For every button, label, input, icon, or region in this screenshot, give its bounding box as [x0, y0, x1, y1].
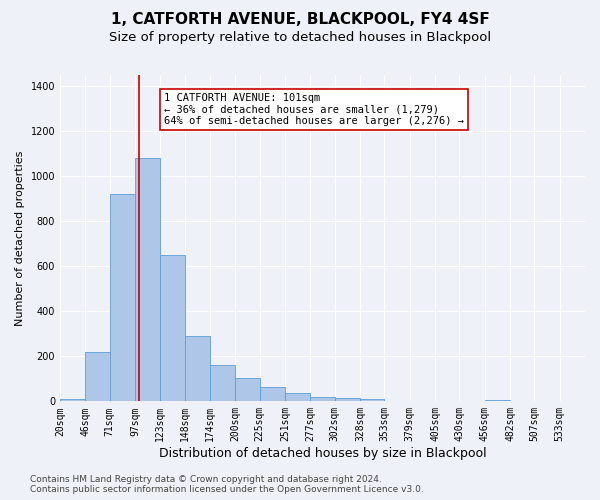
Bar	[160, 255, 185, 402]
Bar	[235, 378, 260, 402]
Bar	[310, 397, 335, 402]
Text: Size of property relative to detached houses in Blackpool: Size of property relative to detached ho…	[109, 31, 491, 44]
Bar	[485, 400, 510, 402]
Bar	[185, 336, 210, 402]
Text: 1, CATFORTH AVENUE, BLACKPOOL, FY4 4SF: 1, CATFORTH AVENUE, BLACKPOOL, FY4 4SF	[110, 12, 490, 28]
Bar	[60, 399, 85, 402]
Text: 1 CATFORTH AVENUE: 101sqm
← 36% of detached houses are smaller (1,279)
64% of se: 1 CATFORTH AVENUE: 101sqm ← 36% of detac…	[164, 93, 464, 126]
Bar	[260, 386, 285, 402]
Bar	[285, 394, 310, 402]
Text: Contains HM Land Registry data © Crown copyright and database right 2024.: Contains HM Land Registry data © Crown c…	[30, 475, 382, 484]
Bar	[135, 158, 160, 402]
X-axis label: Distribution of detached houses by size in Blackpool: Distribution of detached houses by size …	[159, 447, 487, 460]
Bar	[85, 352, 110, 402]
Bar	[110, 194, 135, 402]
Bar	[210, 366, 235, 402]
Text: Contains public sector information licensed under the Open Government Licence v3: Contains public sector information licen…	[30, 485, 424, 494]
Bar	[335, 398, 360, 402]
Y-axis label: Number of detached properties: Number of detached properties	[15, 150, 25, 326]
Bar	[360, 399, 385, 402]
